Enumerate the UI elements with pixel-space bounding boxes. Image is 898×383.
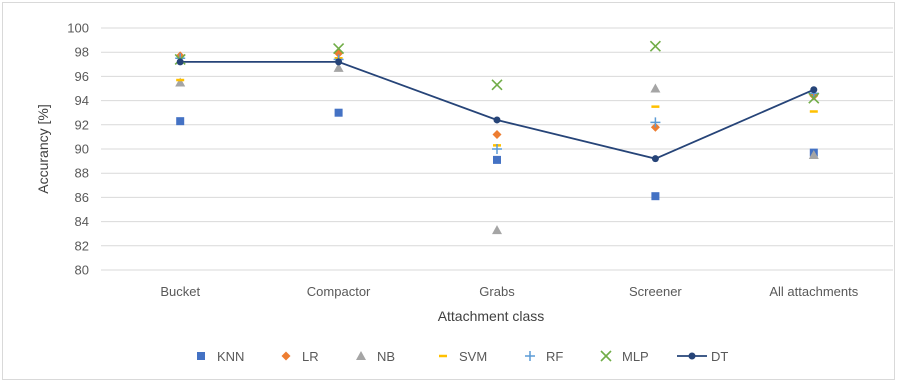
y-axis-title: Accurancy [%] <box>35 104 51 193</box>
legend-label: KNN <box>217 349 244 364</box>
point-nb-0 <box>175 77 186 87</box>
y-tick-label: 94 <box>75 93 89 108</box>
point-lr-2 <box>492 129 502 139</box>
legend-item-knn: KNN <box>197 349 244 364</box>
accuracy-chart: 80 82 84 86 88 90 92 94 96 98 100 Bucket Compactor G… <box>35 21 893 364</box>
x-tick-label: Bucket <box>160 284 200 299</box>
point-nb-2 <box>492 225 502 235</box>
point-nb-3 <box>650 83 661 93</box>
legend-item-dt: DT <box>677 349 728 364</box>
legend-label: DT <box>711 349 728 364</box>
data-markers <box>174 40 820 235</box>
legend: KNN LR NB SVM RF MLP DT <box>197 349 728 364</box>
legend-label: SVM <box>459 349 487 364</box>
x-tick-labels: Bucket Compactor Grabs Screener All attachme… <box>160 284 858 299</box>
point-rf-3 <box>650 117 661 128</box>
y-tick-label: 98 <box>75 45 89 60</box>
y-tick-label: 92 <box>75 117 89 132</box>
point-dt-2 <box>493 116 501 124</box>
y-tick-label: 90 <box>75 142 89 157</box>
x-tick-label: Screener <box>629 284 682 299</box>
x-tick-label: Grabs <box>479 284 515 299</box>
point-mlp-2 <box>491 79 503 91</box>
point-knn-1 <box>334 108 343 117</box>
point-nb-4 <box>808 150 819 160</box>
point-rf-2 <box>492 144 502 154</box>
legend-item-svm: SVM <box>439 349 487 364</box>
point-mlp-4 <box>808 92 820 104</box>
legend-swatch <box>281 351 291 361</box>
point-dt-0 <box>176 58 184 66</box>
legend-label: MLP <box>622 349 649 364</box>
legend-label: NB <box>377 349 395 364</box>
point-dt-3 <box>651 155 659 163</box>
point-dt-1 <box>335 58 343 66</box>
y-tick-label: 96 <box>75 69 89 84</box>
y-tick-label: 82 <box>75 238 89 253</box>
y-tick-label: 86 <box>75 190 89 205</box>
y-tick-label: 88 <box>75 166 89 181</box>
legend-item-nb: NB <box>356 349 395 364</box>
legend-item-rf: RF <box>525 349 563 364</box>
x-axis-title: Attachment class <box>438 308 545 324</box>
point-knn-3 <box>651 192 660 201</box>
point-knn-2 <box>493 155 501 164</box>
legend-swatch <box>525 351 535 361</box>
legend-label: LR <box>302 349 319 364</box>
legend-swatch <box>688 352 696 360</box>
y-tick-label: 84 <box>75 214 89 229</box>
legend-label: RF <box>546 349 563 364</box>
point-knn-0 <box>176 117 185 126</box>
point-nb-1 <box>333 62 344 72</box>
x-tick-label: All attachments <box>769 284 858 299</box>
y-tick-label: 100 <box>67 21 89 36</box>
legend-item-mlp: MLP <box>600 349 649 364</box>
legend-item-lr: LR <box>281 349 319 364</box>
legend-swatch <box>356 351 366 360</box>
legend-swatch <box>197 352 205 360</box>
point-dt-4 <box>810 86 818 94</box>
y-tick-label: 80 <box>75 263 89 278</box>
point-mlp-1 <box>333 43 345 55</box>
legend-swatch <box>600 350 612 362</box>
y-tick-labels: 80 82 84 86 88 90 92 94 96 98 100 <box>67 21 89 278</box>
point-mlp-3 <box>649 40 661 52</box>
x-tick-label: Compactor <box>307 284 371 299</box>
